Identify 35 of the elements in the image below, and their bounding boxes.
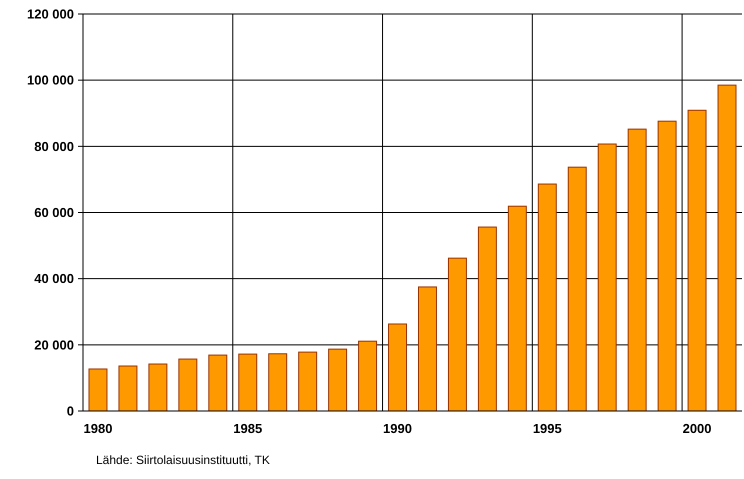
y-tick-label: 20 000 xyxy=(34,337,74,352)
bar xyxy=(718,84,737,412)
bar xyxy=(268,353,288,412)
x-tick-label: 1980 xyxy=(84,421,112,436)
bar xyxy=(208,354,228,412)
bar xyxy=(178,358,198,412)
bar xyxy=(358,340,378,412)
bar xyxy=(118,366,138,412)
bar xyxy=(568,166,587,412)
text: Lähde: Siirtolaisuusinstituutti, TK xyxy=(96,453,270,467)
bar xyxy=(388,323,408,412)
bar xyxy=(628,128,647,412)
bar xyxy=(88,368,108,412)
y-tick-label: 100 000 xyxy=(27,72,74,88)
bar xyxy=(148,364,168,412)
bar xyxy=(478,226,497,412)
bar xyxy=(658,120,677,412)
bar xyxy=(418,286,437,412)
y-tick-label: 120 000 xyxy=(27,6,74,22)
bar xyxy=(598,144,617,412)
x-tick-label: 1985 xyxy=(233,421,262,436)
bar xyxy=(328,348,348,412)
x-tick-label: 1990 xyxy=(383,421,412,436)
bar xyxy=(238,354,258,412)
bar xyxy=(538,184,557,412)
bar xyxy=(508,206,527,412)
bar xyxy=(298,352,318,412)
x-tick-label: 1995 xyxy=(532,421,562,436)
y-tick-label: 0 xyxy=(66,404,74,419)
y-tick-label: 80 000 xyxy=(34,138,74,154)
x-tick-label: 2000 xyxy=(682,421,712,436)
bar xyxy=(448,258,467,412)
y-tick-label: 40 000 xyxy=(34,271,74,286)
bar xyxy=(688,110,707,412)
y-tick-label: 60 000 xyxy=(34,205,74,220)
